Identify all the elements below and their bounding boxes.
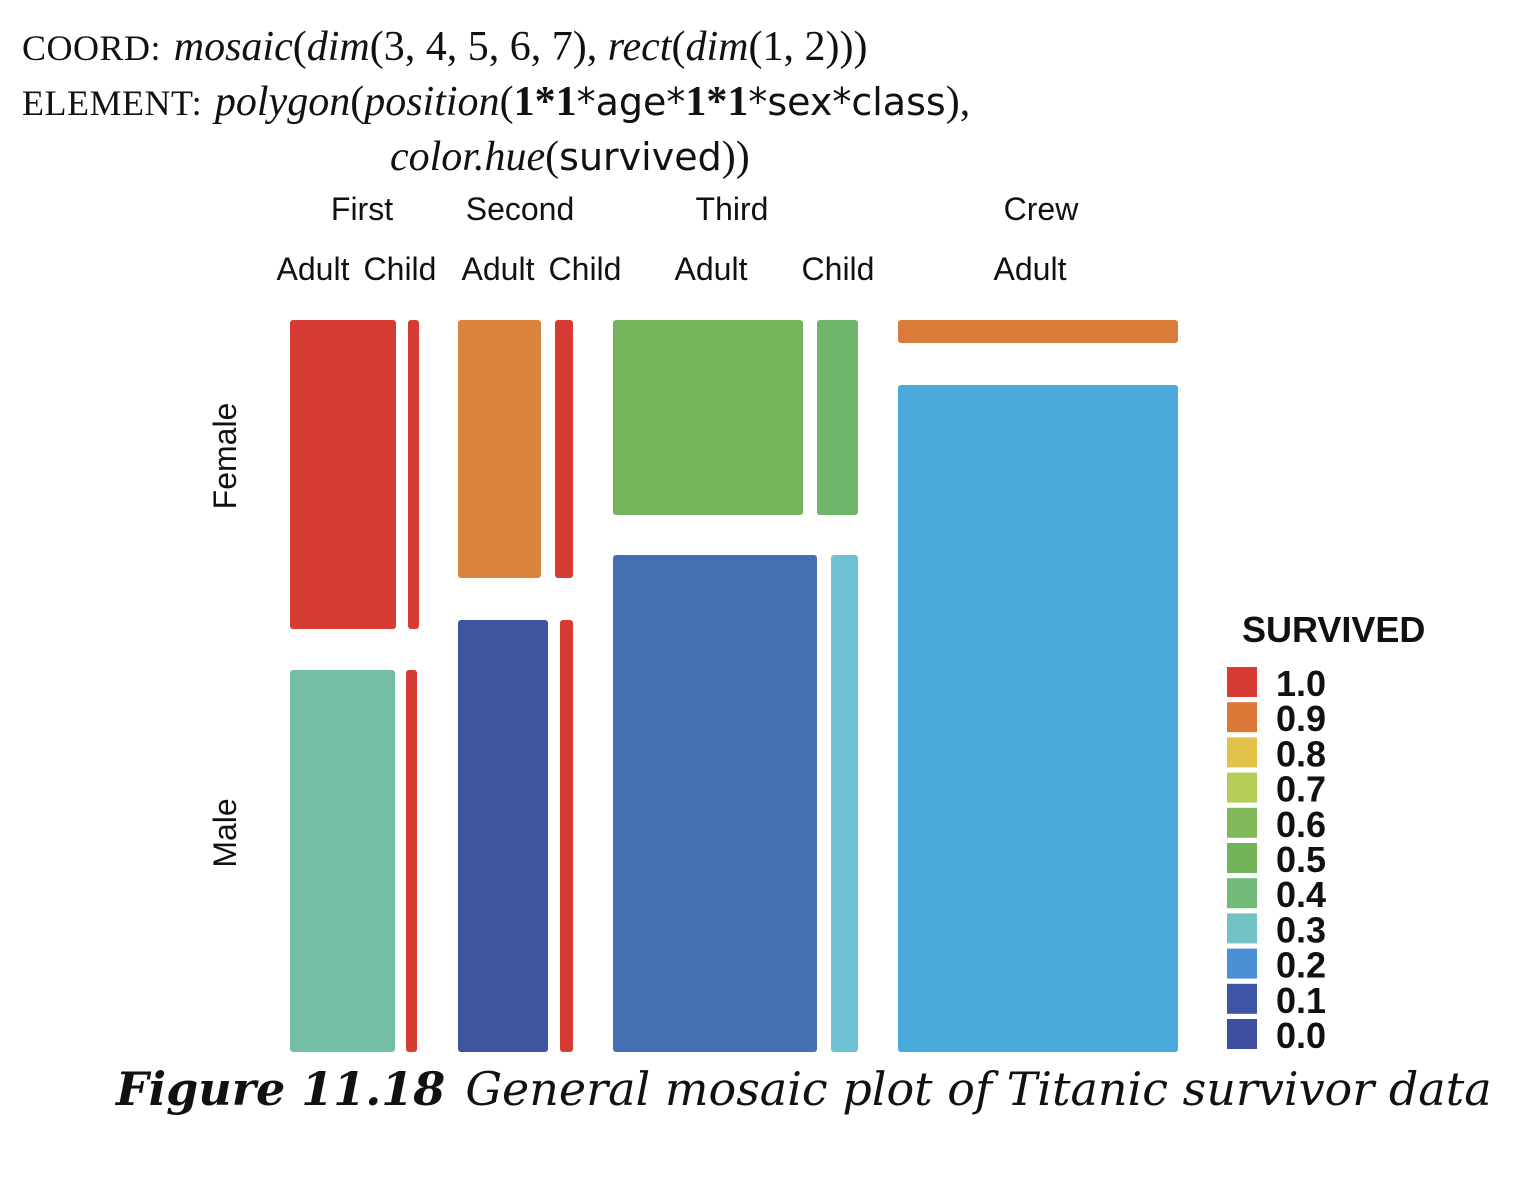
legend-label-0-1: 0.1: [1276, 980, 1326, 1021]
legend-label-0-8: 0.8: [1276, 733, 1326, 774]
legend-swatch-0-9: [1227, 702, 1257, 733]
age-label-third-child: Child: [802, 251, 875, 287]
coord-function: mosaic: [173, 24, 293, 70]
age-label-first-child: Child: [364, 251, 437, 287]
age-label-second-child: Child: [549, 251, 622, 287]
tile-third-adult-male: [613, 555, 817, 1052]
legend-swatch-0-4: [1227, 878, 1257, 909]
class-label-second: Second: [466, 191, 575, 227]
sex-label-male: Male: [207, 798, 243, 867]
color-function: color.hue: [390, 134, 546, 180]
legend-swatch-0-5: [1227, 843, 1257, 873]
legend-swatch-0-8: [1227, 737, 1257, 768]
coord-rect-dims: (1, 2))): [748, 24, 868, 70]
element-line: ELEMENT: polygon(position(1*1*age*1*1*se…: [22, 79, 971, 125]
legend-swatch-0-0: [1227, 1019, 1257, 1049]
tile-first-adult-female: [290, 320, 396, 629]
tile-first-child-female: [408, 320, 419, 629]
legend-title: SURVIVED: [1242, 609, 1425, 650]
sex-label-female: Female: [207, 403, 243, 510]
tile-third-child-male: [831, 555, 858, 1052]
coord-keyword: COORD:: [22, 28, 162, 68]
legend-swatch-0-2: [1227, 948, 1257, 979]
legend-swatch-0-6: [1227, 807, 1257, 838]
age-label-crew-adult: Adult: [994, 251, 1067, 287]
legend: SURVIVED 1.00.90.80.70.60.50.40.30.20.10.…: [1227, 609, 1425, 1056]
legend-swatch-1-0: [1227, 667, 1257, 697]
tile-second-child-male: [560, 620, 573, 1052]
tile-first-child-male: [406, 670, 417, 1052]
legend-label-0-6: 0.6: [1276, 804, 1326, 845]
expr-unit-b: 1*1: [685, 79, 749, 125]
legend-label-0-4: 0.4: [1276, 874, 1326, 915]
coord-rect-function: rect: [607, 24, 672, 70]
class-labels: First Second Third Crew: [331, 191, 1079, 227]
legend-label-1-0: 1.0: [1276, 663, 1326, 704]
expr-sex-class: *sex*class: [748, 80, 946, 124]
legend-label-0-3: 0.3: [1276, 909, 1326, 950]
caption-text: General mosaic plot of Titanic survivor …: [465, 1062, 1492, 1116]
tile-second-child-female: [555, 320, 573, 578]
legend-swatch-0-7: [1227, 772, 1257, 803]
element-function: polygon: [214, 79, 351, 125]
coord-rect-dim-function: dim: [685, 24, 749, 70]
expr-unit-a: 1*1: [513, 79, 577, 125]
figure-caption: Figure 11.18 General mosaic plot of Titan…: [116, 1062, 1492, 1116]
sex-labels: Female Male: [207, 403, 243, 868]
age-label-first-adult: Adult: [277, 251, 350, 287]
tile-third-child-female: [817, 320, 858, 515]
legend-label-0-7: 0.7: [1276, 769, 1326, 810]
legend-label-0-9: 0.9: [1276, 698, 1326, 739]
tile-crew-adult-female: [898, 320, 1178, 343]
tile-second-adult-male: [458, 620, 548, 1052]
legend-swatch-0-1: [1227, 983, 1257, 1014]
expr-age: *age*: [576, 80, 686, 124]
element-keyword: ELEMENT:: [22, 83, 203, 123]
figure-label: Figure 11.18: [116, 1062, 446, 1116]
age-labels: Adult Child Adult Child Adult Child Adult: [277, 251, 1067, 287]
coord-dim-function: dim: [306, 24, 370, 70]
coord-dims: (3, 4, 5, 6, 7),: [369, 24, 608, 70]
position-function: position: [364, 79, 500, 125]
chart-specification: COORD: mosaic(dim(3, 4, 5, 6, 7), rect(d…: [22, 20, 970, 184]
class-label-third: Third: [696, 191, 769, 227]
legend-label-0-5: 0.5: [1276, 839, 1326, 880]
mosaic-tiles: [290, 320, 1178, 1052]
age-label-third-adult: Adult: [675, 251, 748, 287]
tile-first-adult-male: [290, 670, 395, 1052]
tile-second-adult-female: [458, 320, 541, 578]
age-label-second-adult: Adult: [462, 251, 535, 287]
legend-swatch-0-3: [1227, 913, 1257, 944]
color-line: color.hue(survived)): [390, 134, 750, 180]
coord-line: COORD: mosaic(dim(3, 4, 5, 6, 7), rect(d…: [22, 24, 868, 70]
legend-label-0-2: 0.2: [1276, 945, 1326, 986]
legend-label-0-0: 0.0: [1276, 1015, 1326, 1056]
tile-crew-adult-male: [898, 385, 1178, 1052]
color-variable: survived: [559, 135, 722, 179]
class-label-crew: Crew: [1004, 191, 1080, 227]
class-label-first: First: [331, 191, 393, 227]
tile-third-adult-female: [613, 320, 803, 515]
